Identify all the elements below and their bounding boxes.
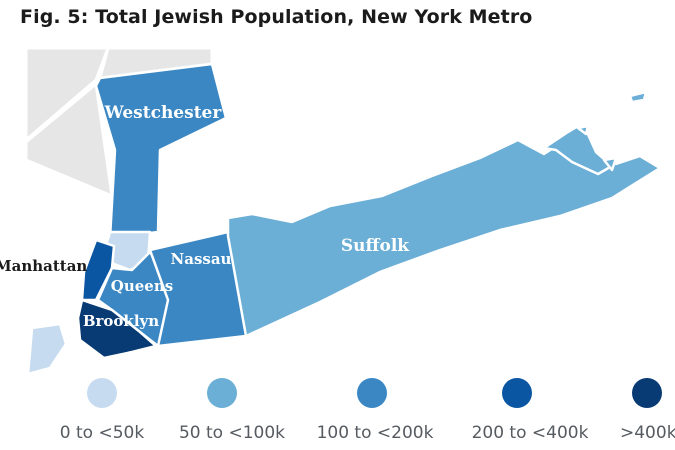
legend-swatch-1 (207, 378, 237, 408)
label-nassau: Nassau (171, 250, 232, 268)
region-nodata-north (24, 46, 110, 142)
legend-swatch-3 (502, 378, 532, 408)
legend-label-1: 50 to <100k (179, 423, 285, 443)
region-staten-island[interactable] (26, 322, 68, 376)
region-brooklyn[interactable] (76, 298, 158, 360)
legend-label-2: 100 to <200k (317, 423, 434, 443)
legend-label-4: >400k (620, 423, 675, 443)
label-westchester: Westchester (104, 103, 223, 123)
map-title: Fig. 5: Total Jewish Population, New Yor… (20, 6, 533, 28)
region-manhattan[interactable] (80, 238, 116, 302)
label-manhattan: Manhattan (0, 257, 87, 275)
legend-swatch-0 (87, 378, 117, 408)
legend-swatch-4 (632, 378, 662, 408)
legend-swatch-2 (357, 378, 387, 408)
legend-label-0: 0 to <50k (60, 423, 145, 443)
label-brooklyn: Brooklyn (83, 312, 159, 330)
region-island-shelter (576, 124, 590, 136)
legend-label-3: 200 to <400k (472, 423, 589, 443)
region-westchester[interactable] (94, 62, 228, 240)
label-queens: Queens (111, 277, 173, 295)
region-island-east (628, 90, 648, 104)
label-suffolk: Suffolk (341, 236, 410, 256)
region-suffolk[interactable] (226, 134, 662, 338)
legend: 0 to <50k 50 to <100k 100 to <200k 200 t… (60, 378, 675, 443)
region-island-east-2 (602, 156, 618, 172)
